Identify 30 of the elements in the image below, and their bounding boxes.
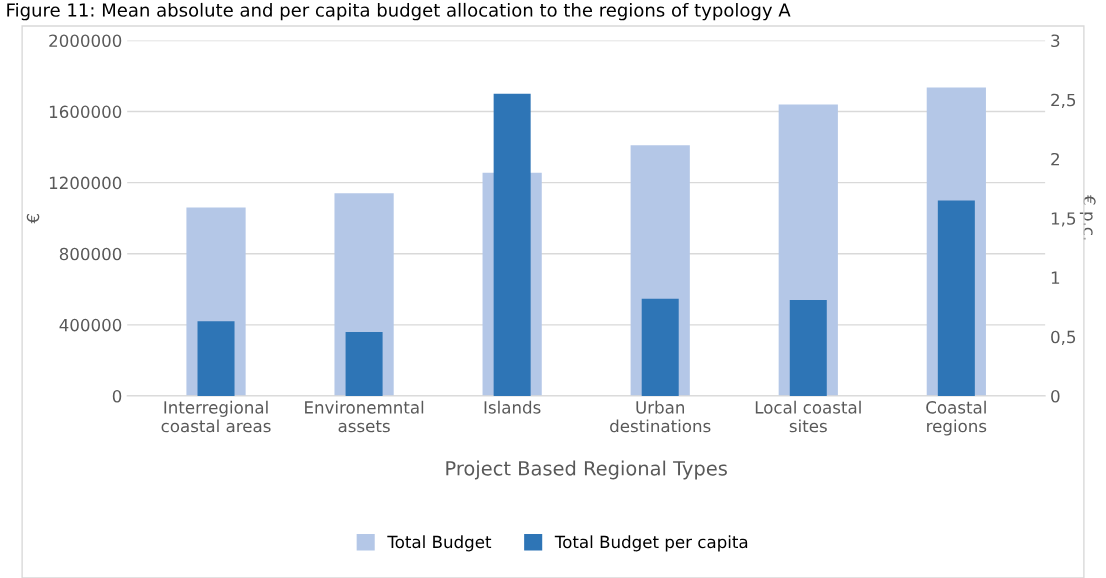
- x-axis-title: Project Based Regional Types: [446, 460, 727, 480]
- bar: [345, 331, 383, 396]
- y2-tick-label: 0: [1051, 389, 1060, 403]
- x-tick-label: Islands: [484, 400, 541, 414]
- y-tick-label: 400000: [59, 318, 122, 332]
- y-tick-label: 0: [112, 389, 122, 403]
- y-tick-label: 800000: [59, 247, 122, 261]
- y2-tick-label: 3: [1051, 34, 1060, 48]
- y-tick-label: 1600000: [49, 105, 122, 119]
- legend-label: Total Budget per capita: [554, 535, 748, 552]
- y2-axis-title: € p.c.: [1079, 195, 1096, 240]
- y2-tick-label: 2,5: [1051, 93, 1076, 108]
- y2-tick-label: 0,5: [1051, 330, 1076, 345]
- x-tick-label: Coastal regions: [926, 400, 987, 436]
- x-tick-label: Environemntal assets: [305, 400, 424, 433]
- legend-label: Total Budget: [387, 535, 492, 552]
- x-tick-label: Urban destinations: [610, 400, 711, 433]
- y-tick-label: 2000000: [49, 34, 122, 48]
- x-tick-label: Local coastal sites: [755, 400, 861, 433]
- y2-tick-label: 2: [1051, 152, 1059, 166]
- bar: [937, 200, 975, 396]
- y-axis-title: €: [26, 214, 40, 224]
- bar: [641, 298, 679, 396]
- x-tick-label: Interregional coastal areas: [161, 400, 271, 433]
- bar: [789, 299, 827, 396]
- chart-title: Figure 11: Mean absolute and per capita budget allocation to the regions of typology A: [7, 2, 791, 21]
- y2-tick-label: 1: [1051, 271, 1060, 284]
- y-tick-label: 1200000: [49, 176, 122, 190]
- y2-tick-label: 1,5: [1051, 212, 1076, 227]
- bar: [197, 321, 235, 396]
